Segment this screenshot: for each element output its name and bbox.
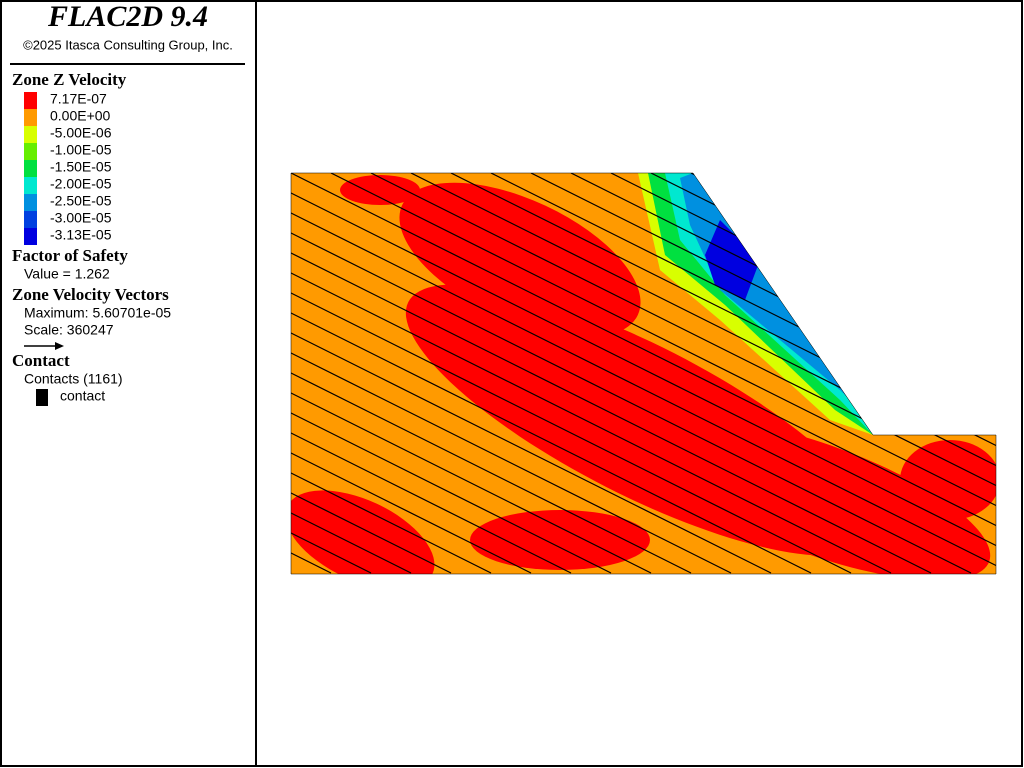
contact-count: Contacts (1161) [24, 371, 123, 387]
legend-label: -2.50E-05 [50, 193, 112, 209]
vector-scale: Scale: 360247 [24, 322, 114, 338]
legend-label: -2.00E-05 [50, 176, 112, 192]
joint-line [291, 173, 572, 574]
vector-max: Maximum: 5.60701e-05 [24, 305, 171, 321]
joint-line [291, 173, 892, 574]
copyright: ©2025 Itasca Consulting Group, Inc. [23, 37, 233, 52]
legend-label: -3.13E-05 [50, 227, 112, 243]
legend-title: Zone Z Velocity [12, 70, 127, 89]
legend-entries: 7.17E-070.00E+00-5.00E-06-1.00E-05-1.50E… [24, 91, 112, 245]
contact-swatch [36, 389, 48, 406]
legend-label: -1.00E-05 [50, 142, 112, 158]
joint-line [291, 173, 652, 574]
contact-label: contact [60, 388, 105, 404]
legend-title: Factor of Safety [12, 246, 128, 265]
joint-line [291, 173, 996, 574]
view-panel [255, 0, 1023, 767]
fos-value: Value = 1.262 [24, 266, 110, 282]
joint-line [291, 173, 732, 574]
joint-line [370, 173, 996, 574]
legend-label: -1.50E-05 [50, 159, 112, 175]
joint-line [291, 173, 492, 574]
model-outline [290, 172, 997, 575]
legend-swatch [24, 109, 37, 126]
contour-red [291, 175, 996, 574]
legend-label: 0.00E+00 [50, 108, 111, 124]
vector-arrow [24, 342, 64, 350]
legend-title: Contact [12, 351, 70, 370]
model [291, 173, 996, 574]
legend-swatch [24, 228, 37, 245]
legend-label: -5.00E-06 [50, 125, 112, 141]
legend-swatch [24, 126, 37, 143]
joint-line [291, 173, 532, 574]
legend-swatch [24, 177, 37, 194]
legend-swatch [24, 92, 37, 109]
joint-line [410, 173, 996, 574]
joint-line [291, 173, 452, 574]
legend-title: Zone Velocity Vectors [12, 285, 169, 304]
joint-line [291, 173, 692, 574]
legend-swatch [24, 143, 37, 160]
legend-swatch [24, 211, 37, 228]
legend-label: 7.17E-07 [50, 91, 107, 107]
joint-line [291, 173, 772, 574]
legend-swatch [24, 194, 37, 211]
joint-line [291, 173, 996, 574]
joint-line [330, 173, 996, 574]
legend-swatch [24, 160, 37, 177]
joint-line [291, 173, 852, 574]
joint-line [291, 173, 812, 574]
joint-line [291, 173, 932, 574]
legend-label: -3.00E-05 [50, 210, 112, 226]
joint-line [291, 173, 996, 574]
app-title: FLAC2D 9.4 [47, 0, 208, 33]
joint-line [291, 173, 972, 574]
joint-line [291, 173, 612, 574]
